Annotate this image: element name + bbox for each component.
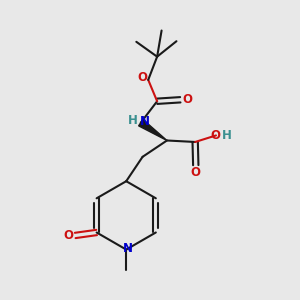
Text: O: O [64, 229, 74, 242]
Text: O: O [210, 129, 220, 142]
Text: O: O [138, 71, 148, 84]
Text: N: N [140, 115, 150, 128]
Text: H: H [221, 129, 231, 142]
Text: O: O [191, 166, 201, 179]
Polygon shape [139, 119, 167, 140]
Text: O: O [182, 93, 193, 106]
Text: H: H [128, 114, 137, 127]
Text: N: N [122, 242, 132, 255]
